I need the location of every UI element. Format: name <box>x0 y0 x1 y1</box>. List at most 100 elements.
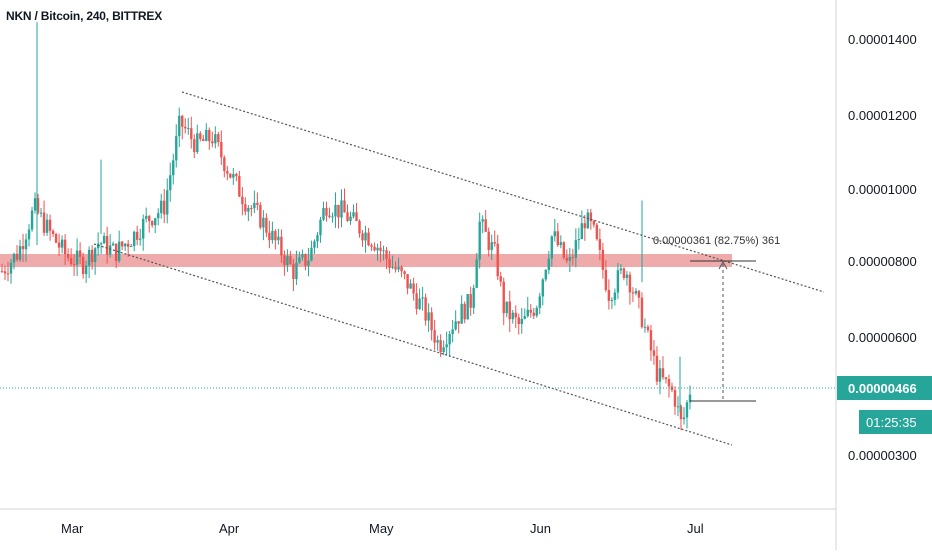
candle-body <box>322 207 325 220</box>
candle-body <box>244 204 247 212</box>
candle-body <box>27 229 31 240</box>
candle-body <box>18 246 22 260</box>
candle-body <box>607 290 611 301</box>
candle-body <box>111 243 115 246</box>
candle-body <box>202 138 205 141</box>
candle-body <box>598 239 602 250</box>
candle-body <box>229 173 232 178</box>
candle-body <box>250 207 253 209</box>
candle-body <box>535 307 538 316</box>
y-tick-label: 0.00000600 <box>848 330 917 345</box>
candle-body <box>105 235 109 255</box>
candle-body <box>247 207 250 212</box>
candle-body <box>493 242 496 244</box>
candle-body <box>24 239 28 250</box>
candle-body <box>57 242 61 248</box>
candle-body <box>199 133 202 139</box>
candle-body <box>538 296 541 308</box>
candle-body <box>550 236 553 259</box>
candle-body <box>583 223 587 229</box>
candle-body <box>553 231 557 237</box>
candle-body <box>235 173 238 176</box>
candle-body <box>316 235 319 242</box>
candle-body <box>178 115 181 137</box>
candle-body <box>135 231 139 240</box>
candle-body <box>78 250 82 257</box>
candle-body <box>42 212 46 233</box>
candle-body <box>226 171 229 174</box>
candle-body <box>571 257 575 259</box>
candle-body <box>172 160 175 176</box>
candle-body <box>676 406 680 408</box>
candle-body <box>169 175 172 191</box>
lower-channel-trendline[interactable] <box>93 243 733 446</box>
candle-body <box>679 406 683 420</box>
x-tick-label: Apr <box>219 521 240 536</box>
candle-body <box>205 129 208 141</box>
candle-body <box>72 264 76 266</box>
candle-body <box>325 207 328 216</box>
candle-body <box>328 215 331 217</box>
candle-body <box>406 274 409 289</box>
candle-body <box>142 218 145 239</box>
candle-body <box>96 243 100 249</box>
candle-body <box>181 115 184 127</box>
candle-body <box>475 259 478 288</box>
candle-body <box>520 318 523 325</box>
exchange-label: BITTREX <box>112 9 162 23</box>
candle-body <box>484 219 487 232</box>
candle-body <box>418 298 421 309</box>
candle-body <box>664 377 668 380</box>
candle-body <box>532 312 535 316</box>
upper-channel-trendline[interactable] <box>181 91 825 293</box>
interval-label[interactable]: 240 <box>86 9 106 23</box>
candle-body <box>439 340 442 353</box>
candle-body <box>60 239 64 248</box>
candle-body <box>469 294 472 308</box>
candle-body <box>358 220 361 234</box>
candle-body <box>457 321 460 324</box>
candle-body <box>604 269 608 291</box>
candle-body <box>265 217 268 233</box>
candle-body <box>126 243 130 247</box>
candle-body <box>373 246 376 251</box>
candle-body <box>619 268 623 271</box>
y-tick-label: 0.00001400 <box>848 32 917 47</box>
candle-body <box>145 215 148 219</box>
candle-body <box>544 269 547 280</box>
candle-body <box>631 292 635 294</box>
candle-body <box>15 253 19 260</box>
candle-body <box>682 417 686 420</box>
candle-body <box>334 204 337 217</box>
candle-body <box>361 233 364 241</box>
candle-body <box>108 245 112 255</box>
candle-body <box>307 260 310 266</box>
candle-body <box>601 249 605 270</box>
candle-body <box>589 212 593 222</box>
candle-body <box>379 247 382 251</box>
candle-body <box>640 297 644 328</box>
symbol-label[interactable]: NKN / Bitcoin <box>6 9 81 23</box>
candle-body <box>415 293 418 309</box>
candle-body <box>310 247 313 261</box>
candle-body <box>337 204 340 218</box>
candle-body <box>556 231 560 246</box>
candle-body <box>139 238 142 240</box>
candle-body <box>433 330 436 343</box>
candle-body <box>481 219 484 222</box>
measure-label: 0.00000361 (82.75%) 361 <box>653 235 780 247</box>
candle-body <box>499 276 502 282</box>
candle-body <box>424 297 427 321</box>
candle-body <box>313 241 316 248</box>
candle-body <box>385 250 388 259</box>
candle-body <box>637 290 641 298</box>
x-tick-label: Jul <box>687 521 704 536</box>
candle-body <box>12 253 16 263</box>
x-tick-label: Mar <box>61 521 84 536</box>
candle-body <box>673 390 677 407</box>
candle-body <box>388 258 391 268</box>
candle-body <box>256 202 259 205</box>
candle-body <box>559 242 563 246</box>
